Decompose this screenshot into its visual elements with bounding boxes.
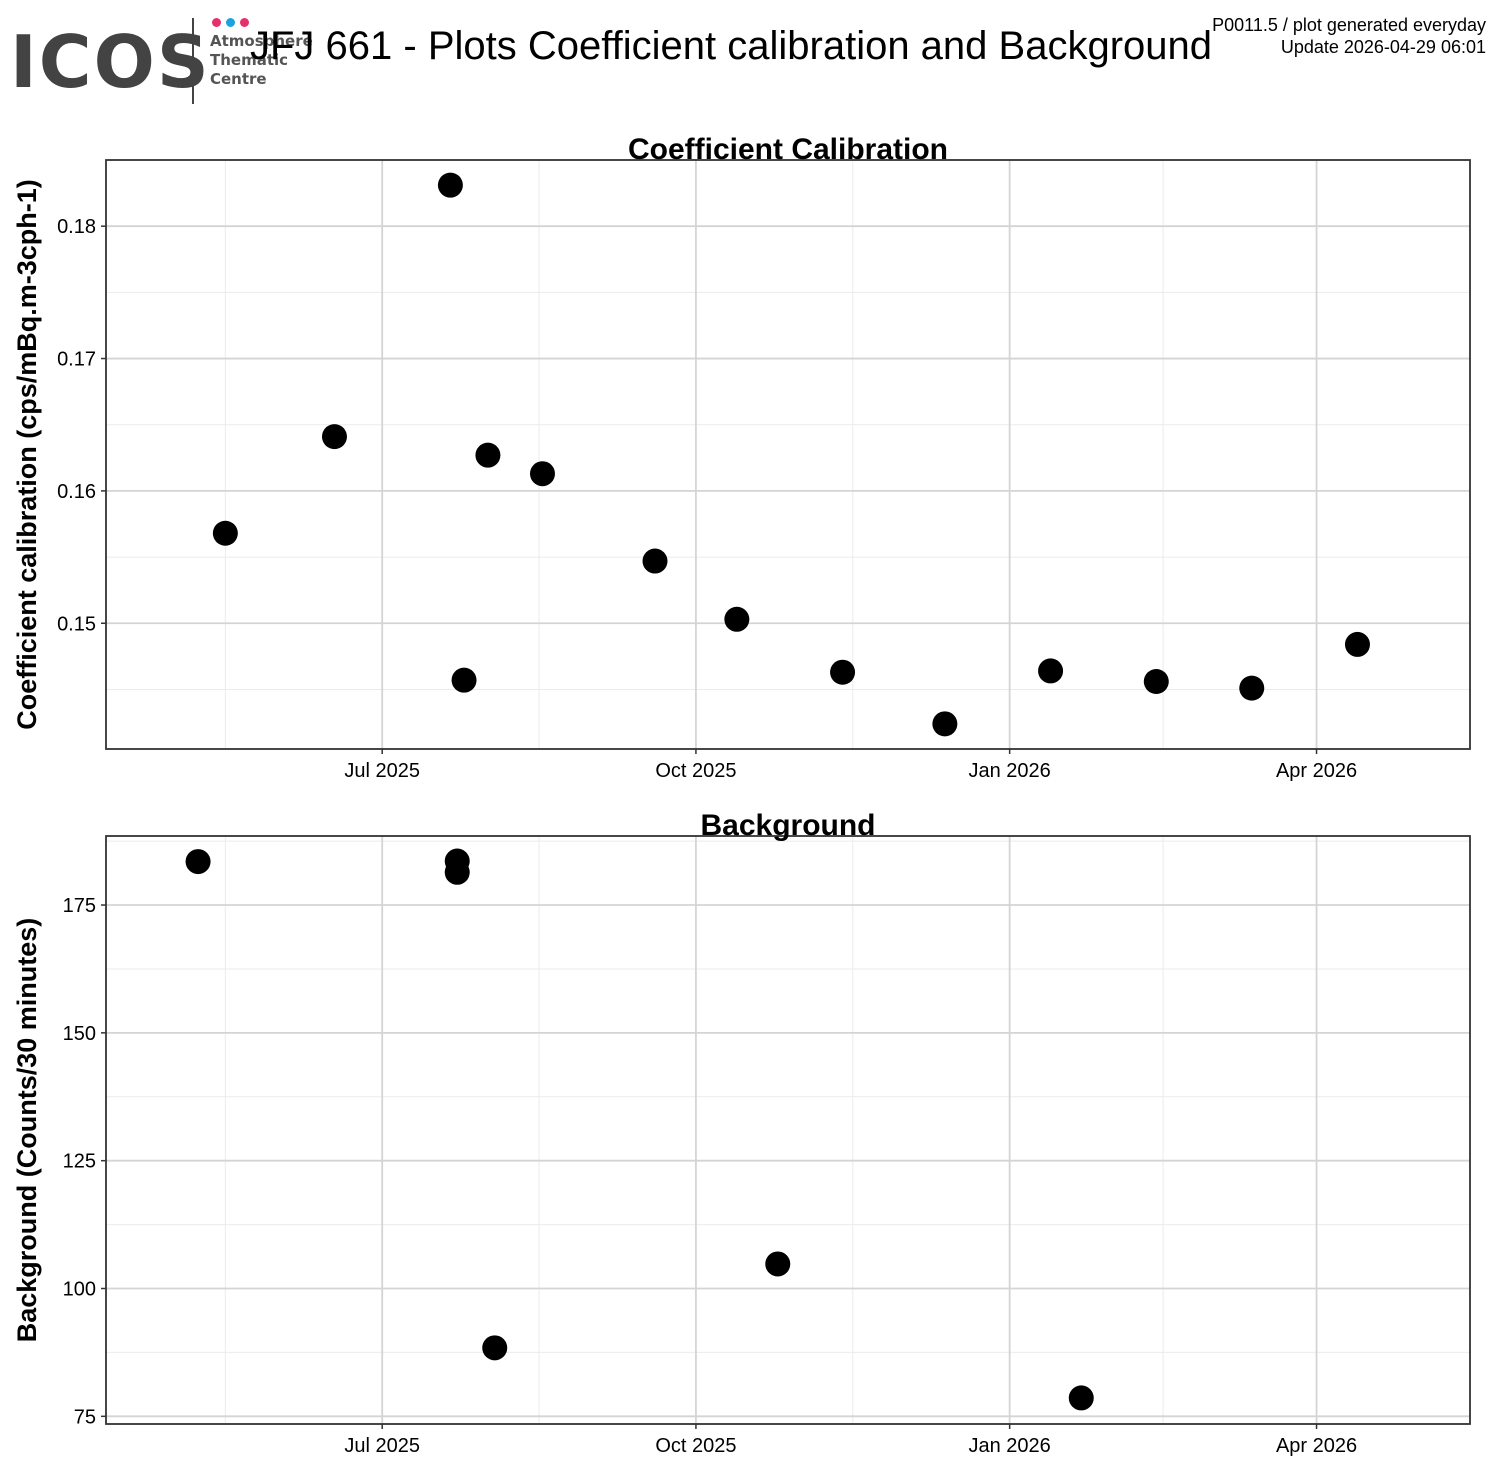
data-point [1344,631,1370,657]
data-point [475,442,501,468]
data-point [1143,668,1169,694]
data-point [444,859,470,885]
logo-dot-1 [212,18,221,27]
data-point [1038,658,1064,684]
y-tick-label: 0.15 [57,613,96,635]
panel-title: Coefficient Calibration [628,133,948,166]
x-tick-label: Jul 2025 [344,1435,420,1457]
panel-border [105,835,1471,1425]
data-point [321,424,347,450]
data-point [724,606,750,632]
data-point [765,1251,791,1277]
data-point [1068,1385,1094,1411]
y-tick-label: 0.17 [57,349,96,371]
y-tick-label: 0.16 [57,481,96,503]
x-tick-label: Oct 2025 [655,760,736,782]
data-point [185,849,211,875]
y-tick-label: 100 [63,1279,96,1301]
y-tick-label: 125 [63,1151,96,1173]
logo-line-3: Centre [210,70,267,88]
plot-meta: P0011.5 / plot generated everyday Update… [1212,14,1486,58]
chart-panel-2: Jul 2025 Oct 2025 Jan 2026 Apr 2026 75 100 125… [12,809,1471,1457]
data-point [437,172,463,198]
logo-wordmark: ICOS [10,20,211,104]
logo-line-1: Atmosphere [210,32,313,50]
logo-line-2: Thematic [210,51,289,69]
panel-border [105,159,1471,750]
logo-dot-2 [226,18,235,27]
page-title: JFJ 661 - Plots Coefficient calibration … [250,24,1213,68]
x-tick-label: Oct 2025 [655,1435,736,1457]
x-tick-label: Jul 2025 [344,760,420,782]
x-tick-label: Jan 2026 [969,1435,1051,1457]
x-tick-label: Apr 2026 [1276,1435,1357,1457]
x-tick-label: Apr 2026 [1276,760,1357,782]
data-point [932,711,958,737]
data-point [451,667,477,693]
meta-generated: P0011.5 / plot generated everyday [1212,15,1486,35]
data-point [1239,675,1265,701]
data-point [482,1335,508,1361]
meta-update: Update 2026-04-29 06:01 [1280,37,1486,57]
y-tick-label: 0.18 [57,216,96,238]
chart-panel-1: Jul 2025 Oct 2025 Jan 2026 Apr 2026 0.15 0.16… [12,133,1471,782]
logo-divider [192,18,194,104]
y-axis-label: Background (Counts/30 minutes) [12,918,42,1343]
y-tick-label: 75 [74,1406,96,1428]
y-axis-label: Coefficient calibration (cps/mBq.m-3cph-… [12,179,42,730]
data-point [830,659,856,685]
data-point [642,548,668,574]
x-tick-label: Jan 2026 [969,760,1051,782]
logo-dot-3 [240,18,249,27]
data-point [212,520,238,546]
y-tick-label: 150 [63,1023,96,1045]
panel-title: Background [700,809,875,842]
data-point [529,461,555,487]
y-tick-label: 175 [63,895,96,917]
